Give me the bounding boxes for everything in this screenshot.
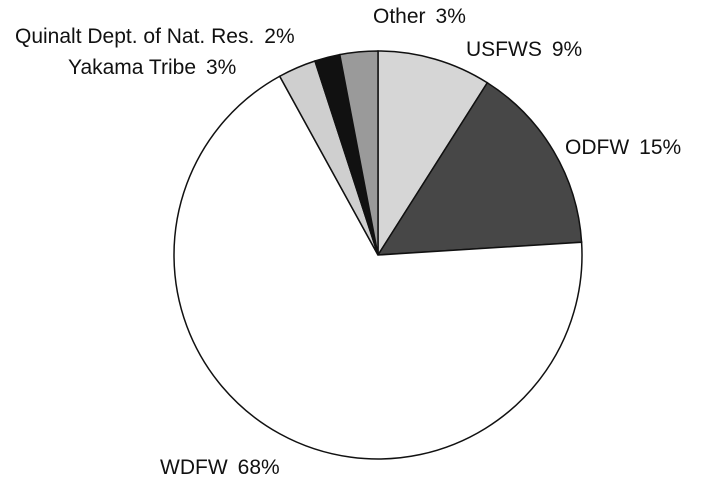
- slice-label: ODFW 15%: [565, 136, 681, 159]
- pie-slice: [377, 50, 489, 258]
- pie-slice: [376, 81, 583, 256]
- slice-label: Quinalt Dept. of Nat. Res. 2%: [15, 25, 295, 48]
- slice-label-value: 2%: [264, 25, 294, 48]
- slice-label: USFWS 9%: [466, 38, 582, 61]
- slice-label: Other 3%: [373, 5, 466, 28]
- slice-label-name: Other: [373, 5, 426, 28]
- slice-label: WDFW 68%: [160, 456, 280, 479]
- slice-label-name: Yakama Tribe: [68, 56, 196, 79]
- pie-slice: [338, 50, 379, 256]
- slice-label-value: 68%: [238, 456, 280, 479]
- slice-label-name: USFWS: [466, 38, 542, 61]
- slice-label-value: 3%: [206, 56, 236, 79]
- slice-label-value: 15%: [639, 136, 681, 159]
- slice-label-name: ODFW: [565, 136, 629, 159]
- slice-label-name: Quinalt Dept. of Nat. Res.: [15, 25, 254, 48]
- slice-label: Yakama Tribe 3%: [68, 56, 236, 79]
- pie-slice: [173, 75, 583, 460]
- slice-label-value: 9%: [552, 38, 582, 61]
- slice-label-value: 3%: [436, 5, 466, 28]
- slice-label-name: WDFW: [160, 456, 228, 479]
